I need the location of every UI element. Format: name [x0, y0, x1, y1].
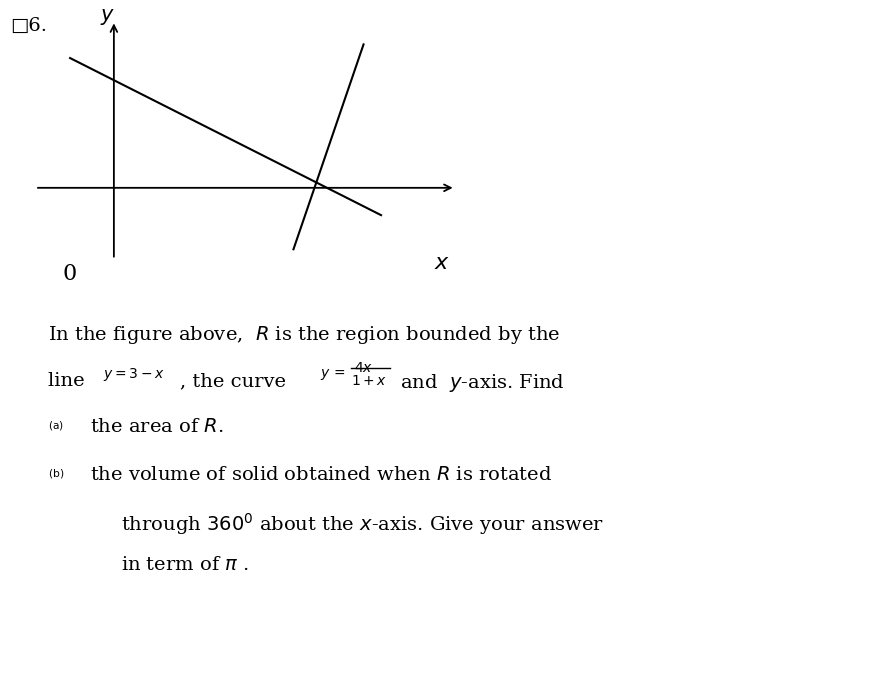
- Text: In the figure above,  $R$ is the region bounded by the: In the figure above, $R$ is the region b…: [48, 324, 561, 346]
- Text: $x$: $x$: [434, 252, 450, 274]
- Text: 0: 0: [63, 263, 77, 285]
- Text: $y$: $y$: [100, 7, 116, 27]
- Text: and  $y$-axis. Find: and $y$-axis. Find: [394, 372, 565, 394]
- Text: $_{\mathrm{(a)}}$: $_{\mathrm{(a)}}$: [48, 418, 64, 433]
- Text: through $360^0$ about the $x$-axis. Give your answer: through $360^0$ about the $x$-axis. Give…: [121, 511, 604, 537]
- Text: , the curve: , the curve: [180, 372, 292, 390]
- Text: $_{\mathrm{(b)}}$: $_{\mathrm{(b)}}$: [48, 466, 65, 481]
- Text: the volume of solid obtained when $R$ is rotated: the volume of solid obtained when $R$ is…: [90, 466, 553, 484]
- Text: $y=3-x$: $y=3-x$: [103, 366, 166, 383]
- Text: in term of $\pi$ .: in term of $\pi$ .: [121, 556, 249, 574]
- Text: line: line: [48, 372, 91, 390]
- Text: □6.: □6.: [11, 17, 47, 35]
- Text: $y\,=$: $y\,=$: [320, 367, 345, 382]
- Text: $4x$: $4x$: [354, 361, 373, 374]
- Text: the area of $R$.: the area of $R$.: [90, 418, 223, 436]
- Text: $1+x$: $1+x$: [351, 374, 387, 388]
